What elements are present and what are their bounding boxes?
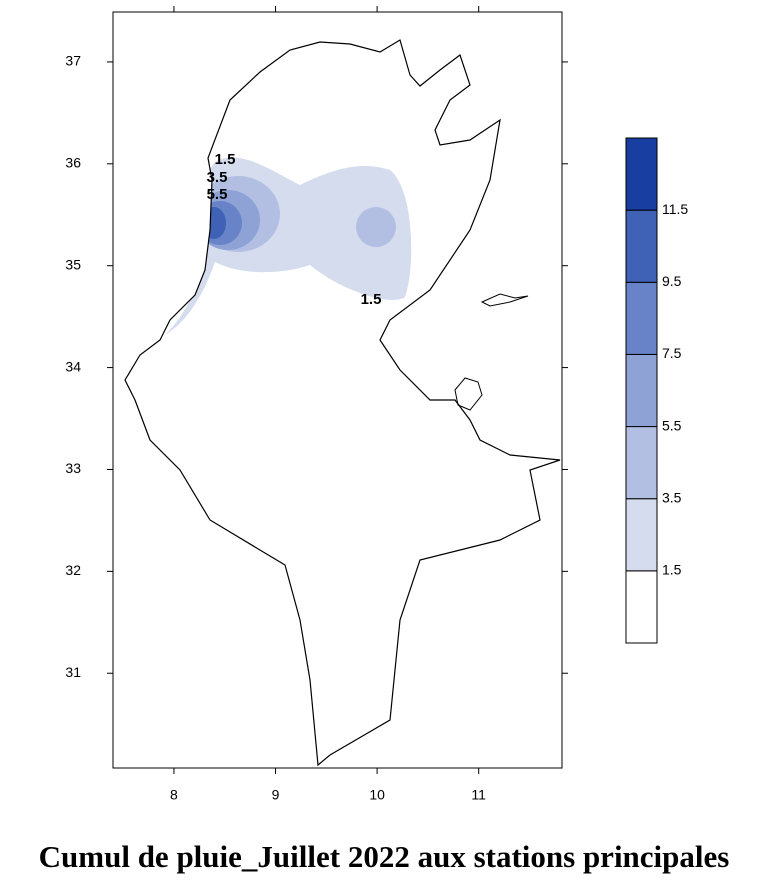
island xyxy=(454,377,483,411)
contour-fill xyxy=(202,207,226,239)
y-tick-label: 37 xyxy=(65,53,81,69)
legend-swatch xyxy=(625,137,658,211)
country-outline xyxy=(124,39,561,767)
contour-label: 1.5 xyxy=(361,291,382,308)
legend-swatch xyxy=(625,426,658,500)
y-tick-label: 32 xyxy=(65,562,81,578)
legend-label: 3.5 xyxy=(662,489,682,505)
legend-swatch xyxy=(625,281,658,355)
contour-label: 3.5 xyxy=(207,169,228,186)
y-tick-label: 31 xyxy=(65,664,81,680)
legend-swatch xyxy=(625,498,658,572)
legend-swatch xyxy=(625,570,658,644)
legend-swatch xyxy=(625,209,658,283)
contours xyxy=(165,157,412,335)
x-tick-label: 9 xyxy=(272,787,280,803)
legend-label: 9.5 xyxy=(662,273,682,289)
y-tick-label: 34 xyxy=(65,358,81,374)
island xyxy=(480,293,529,307)
legend-label: 1.5 xyxy=(662,562,682,578)
contour-label: 1.5 xyxy=(215,151,236,168)
y-tick-label: 36 xyxy=(65,155,81,171)
legend-swatch xyxy=(625,353,658,428)
x-tick-label: 10 xyxy=(369,787,385,803)
y-tick-label: 35 xyxy=(65,256,81,272)
x-tick-label: 8 xyxy=(170,787,178,803)
plot-frame xyxy=(112,11,563,769)
contour-fill xyxy=(356,207,396,247)
contour-label: 5.5 xyxy=(207,186,228,203)
legend-label: 5.5 xyxy=(662,417,682,433)
x-tick-label: 11 xyxy=(471,787,486,803)
legend-label: 11.5 xyxy=(662,201,688,217)
legend-label: 7.5 xyxy=(662,345,682,361)
y-tick-label: 33 xyxy=(65,460,81,476)
map-title: Cumul de pluie_Juillet 2022 aux stations… xyxy=(39,839,730,874)
